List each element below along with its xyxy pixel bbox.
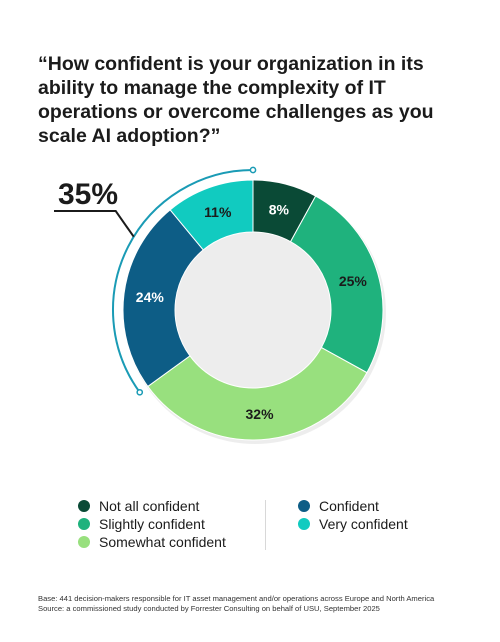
- legend-swatch: [78, 518, 90, 530]
- legend-item-not-all-confident: Not all confident: [78, 498, 199, 514]
- callout-leader-line: [54, 210, 135, 238]
- legend-swatch: [298, 500, 310, 512]
- donut-chart: 8% 25% 32% 24% 11%: [54, 166, 386, 444]
- donut-slice-somewhat-confident: [147, 346, 368, 441]
- callout-bracket-end-finish: [249, 166, 257, 174]
- callout-value: 35%: [58, 178, 119, 211]
- legend-item-very-confident: Very confident: [298, 516, 408, 532]
- legend-item-somewhat-confident: Somewhat confident: [78, 534, 226, 550]
- legend: Not all confident Slightly confident Som…: [78, 498, 458, 554]
- donut-slice-slightly-confident: [289, 195, 384, 374]
- legend-item-confident: Confident: [298, 498, 379, 514]
- legend-label: Very confident: [319, 516, 408, 532]
- slice-label: 32%: [246, 406, 275, 422]
- legend-label: Not all confident: [99, 498, 200, 514]
- donut-slice-confident: [122, 209, 204, 388]
- legend-item-slightly-confident: Slightly confident: [78, 516, 205, 532]
- footnote: Base: 441 decision-makers responsible fo…: [38, 594, 468, 614]
- survey-question: “How confident is your organization in i…: [38, 53, 434, 147]
- slice-label: 24%: [136, 289, 165, 305]
- callout-bracket-end-start: [136, 388, 144, 396]
- legend-label: Slightly confident: [99, 516, 205, 532]
- callout-bracket-arc: [112, 169, 254, 393]
- footnote-base: Base: 441 decision-makers responsible fo…: [38, 594, 435, 603]
- legend-swatch: [78, 536, 90, 548]
- legend-label: Somewhat confident: [99, 534, 226, 550]
- donut-slice-very-confident: [169, 179, 254, 251]
- footnote-source: Source: a commissioned study conducted b…: [38, 604, 380, 613]
- legend-label: Confident: [319, 498, 379, 514]
- legend-swatch: [78, 500, 90, 512]
- slice-label: 8%: [269, 201, 290, 217]
- legend-divider: [265, 500, 266, 550]
- legend-swatch: [298, 518, 310, 530]
- slice-label: 11%: [204, 204, 232, 220]
- slice-label: 25%: [339, 273, 368, 289]
